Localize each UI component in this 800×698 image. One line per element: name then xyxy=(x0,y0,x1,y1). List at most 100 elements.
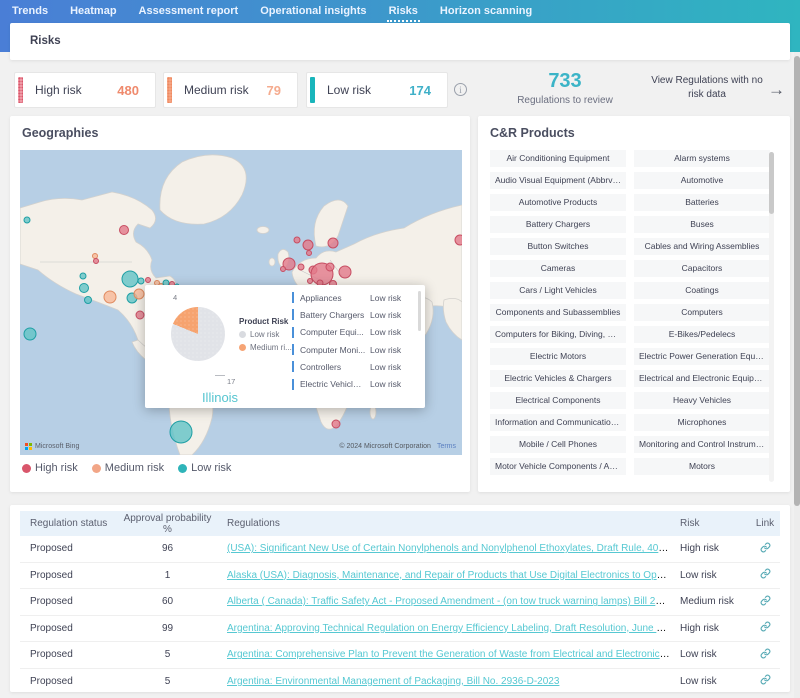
cell-regulation-status: Proposed xyxy=(20,596,120,607)
product-chip[interactable]: Heavy Vehicles xyxy=(634,392,770,409)
regulation-link[interactable]: Alaska (USA): Diagnosis, Maintenance, an… xyxy=(227,570,680,581)
map-bubble-low[interactable] xyxy=(24,328,36,340)
product-chip[interactable]: Automotive xyxy=(634,172,770,189)
cell-regulation-status: Proposed xyxy=(20,570,120,581)
product-chip[interactable]: Cars / Light Vehicles xyxy=(490,282,626,299)
microsoft-logo-icon xyxy=(25,443,32,450)
nav-tab-assessment-report[interactable]: Assessment report xyxy=(139,1,239,22)
map-bubble-high[interactable] xyxy=(94,259,99,264)
product-chip[interactable]: Computers xyxy=(634,304,770,321)
product-chip[interactable]: Monitoring and Control Instruments -... xyxy=(634,436,770,453)
risk-card-medium[interactable]: Medium risk79 xyxy=(163,72,298,108)
link-icon[interactable] xyxy=(760,540,771,551)
map-bubble-low[interactable] xyxy=(170,421,192,443)
map-bubble-high[interactable] xyxy=(332,420,340,428)
map-bubble-low[interactable] xyxy=(80,273,86,279)
product-chip[interactable]: Button Switches xyxy=(490,238,626,255)
view-regulations-link[interactable]: View Regulations with no risk data xyxy=(648,74,766,101)
product-chip[interactable]: Motors xyxy=(634,458,770,475)
map-bubble-high[interactable] xyxy=(120,226,129,235)
cell-link xyxy=(750,619,780,637)
map-bubble-medium[interactable] xyxy=(104,291,116,303)
cell-regulation-status: Proposed xyxy=(20,543,120,554)
risk-card-high[interactable]: High risk480 xyxy=(14,72,156,108)
regulation-link[interactable]: Argentina: Approving Technical Regulatio… xyxy=(227,623,679,634)
link-icon[interactable] xyxy=(760,566,771,577)
map-bubble-high[interactable] xyxy=(339,266,351,278)
regulation-link[interactable]: Argentina: Environmental Management of P… xyxy=(227,676,559,687)
map-bubble-high[interactable] xyxy=(281,267,286,272)
product-chip[interactable]: Electric Vehicles & Chargers xyxy=(490,370,626,387)
product-chip[interactable]: Electric Motors xyxy=(490,348,626,365)
products-scrollbar-thumb[interactable] xyxy=(769,152,774,214)
product-chip[interactable]: Information and Communications... xyxy=(490,414,626,431)
map-bubble-low[interactable] xyxy=(80,284,89,293)
nav-tab-risks[interactable]: Risks xyxy=(389,1,418,22)
product-chip[interactable]: Electrical and Electronic Equipment (Abr… xyxy=(634,370,770,387)
map-legend: High riskMedium riskLow risk xyxy=(22,462,231,474)
map-bubble-high[interactable] xyxy=(298,264,304,270)
risk-card-low[interactable]: Low risk174 xyxy=(306,72,448,108)
product-chip[interactable]: Battery Chargers xyxy=(490,216,626,233)
tooltip-product-row: ControllersLow risk xyxy=(292,358,416,375)
product-chip[interactable]: Alarm systems xyxy=(634,150,770,167)
regulation-link[interactable]: Argentina: Comprehensive Plan to Prevent… xyxy=(227,649,680,660)
cell-approval-probability: 5 xyxy=(120,676,215,687)
map-bubble-low[interactable] xyxy=(122,271,138,287)
map-bubble-high[interactable] xyxy=(303,240,313,250)
product-chip[interactable]: Capacitors xyxy=(634,260,770,277)
map-bubble-high[interactable] xyxy=(308,279,313,284)
link-icon[interactable] xyxy=(760,672,771,683)
tooltip-scrollbar[interactable] xyxy=(418,291,421,331)
tooltip-product-risk: Low risk xyxy=(370,345,401,355)
product-chip[interactable]: Microphones xyxy=(634,414,770,431)
nav-tab-operational-insights[interactable]: Operational insights xyxy=(260,1,366,22)
link-icon[interactable] xyxy=(760,593,771,604)
nav-tab-horizon-scanning[interactable]: Horizon scanning xyxy=(440,1,532,22)
map-legend-dot xyxy=(178,464,187,473)
map-bubble-low[interactable] xyxy=(138,278,144,284)
product-chip[interactable]: Air Conditioning Equipment xyxy=(490,150,626,167)
info-icon[interactable]: i xyxy=(454,83,467,96)
product-chip[interactable]: Components and Subassemblies xyxy=(490,304,626,321)
nav-tab-heatmap[interactable]: Heatmap xyxy=(70,1,116,22)
cell-link xyxy=(750,672,780,690)
product-chip[interactable]: Computers for Biking, Diving, Running... xyxy=(490,326,626,343)
map-bubble-high[interactable] xyxy=(455,235,462,245)
map-bubble-high[interactable] xyxy=(307,251,312,256)
map-bubble-medium[interactable] xyxy=(93,254,98,259)
product-chip[interactable]: Audio Visual Equipment (Abbrv: A/V) xyxy=(490,172,626,189)
product-chip[interactable]: Motor Vehicle Components / Automotive... xyxy=(490,458,626,475)
map-bubble-high[interactable] xyxy=(328,238,338,248)
map-bubble-low[interactable] xyxy=(85,297,92,304)
pie-legend-dot xyxy=(239,331,246,338)
product-chip[interactable]: E-Bikes/Pedelecs xyxy=(634,326,770,343)
cell-risk: High risk xyxy=(680,543,750,554)
link-icon[interactable] xyxy=(760,646,771,657)
product-chip[interactable]: Buses xyxy=(634,216,770,233)
map-bubble-high[interactable] xyxy=(326,263,334,271)
world-map[interactable]: Microsoft Bing © 2024 Microsoft Corporat… xyxy=(20,150,462,455)
map-bubble-high[interactable] xyxy=(294,237,300,243)
link-icon[interactable] xyxy=(760,619,771,630)
cell-regulation: Argentina: Approving Technical Regulatio… xyxy=(215,623,680,634)
map-bubble-high[interactable] xyxy=(136,311,144,319)
map-bubble-low[interactable] xyxy=(24,217,30,223)
map-terms-link[interactable]: Terms xyxy=(437,443,456,450)
regulations-table-panel: Regulation statusApproval probability %R… xyxy=(10,505,790,692)
product-chip[interactable]: Batteries xyxy=(634,194,770,211)
map-bubble-high[interactable] xyxy=(146,278,151,283)
page-scrollbar-thumb[interactable] xyxy=(794,56,800,506)
map-bubble-medium[interactable] xyxy=(134,289,144,299)
regulation-link[interactable]: (USA): Significant New Use of Certain No… xyxy=(227,543,680,554)
product-chip[interactable]: Automotive Products xyxy=(490,194,626,211)
product-chip[interactable]: Coatings xyxy=(634,282,770,299)
product-chip[interactable]: Electrical Components xyxy=(490,392,626,409)
regulation-link[interactable]: Alberta ( Canada): Traffic Safety Act - … xyxy=(227,596,680,607)
product-chip[interactable]: Mobile / Cell Phones xyxy=(490,436,626,453)
nav-tab-trends[interactable]: Trends xyxy=(12,1,48,22)
product-chip[interactable]: Cables and Wiring Assemblies xyxy=(634,238,770,255)
product-chip[interactable]: Cameras xyxy=(490,260,626,277)
product-chip[interactable]: Electric Power Generation Equipment xyxy=(634,348,770,365)
arrow-right-icon[interactable]: → xyxy=(768,80,785,100)
